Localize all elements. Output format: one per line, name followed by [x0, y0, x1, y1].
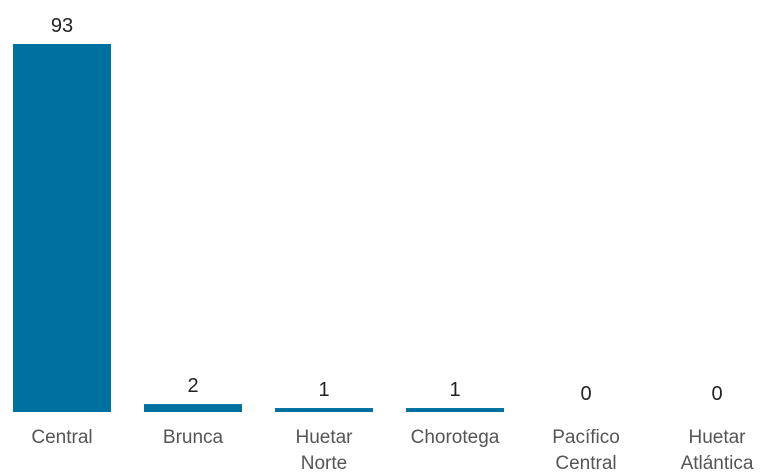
- bar-2: [275, 408, 373, 412]
- category-label-1: Brunca: [163, 427, 224, 448]
- bar-1: [144, 404, 242, 412]
- value-label-4: 0: [580, 383, 591, 405]
- value-label-0: 93: [51, 15, 73, 37]
- category-label-line: Norte: [301, 453, 347, 474]
- category-label-4: Pacífico Central: [552, 427, 620, 474]
- value-label-3: 1: [449, 379, 460, 401]
- category-label-line: Pacífico: [552, 427, 620, 448]
- category-label-3: Chorotega: [411, 427, 500, 448]
- category-label-5: Huetar Atlántica: [681, 427, 754, 474]
- category-label-line: Atlántica: [681, 453, 754, 474]
- category-label-0: Central: [31, 427, 92, 448]
- category-label-2: Huetar Norte: [295, 427, 353, 474]
- category-label-line: Central: [31, 427, 92, 448]
- value-label-1: 2: [187, 375, 198, 397]
- bar-3: [406, 408, 504, 412]
- category-label-line: Brunca: [163, 427, 224, 448]
- category-label-line: Chorotega: [411, 427, 500, 448]
- category-label-line: Huetar: [295, 427, 353, 448]
- value-label-2: 1: [318, 379, 329, 401]
- value-label-5: 0: [711, 383, 722, 405]
- bar-0: [13, 44, 111, 412]
- category-label-line: Central: [555, 453, 616, 474]
- category-label-line: Huetar: [688, 427, 746, 448]
